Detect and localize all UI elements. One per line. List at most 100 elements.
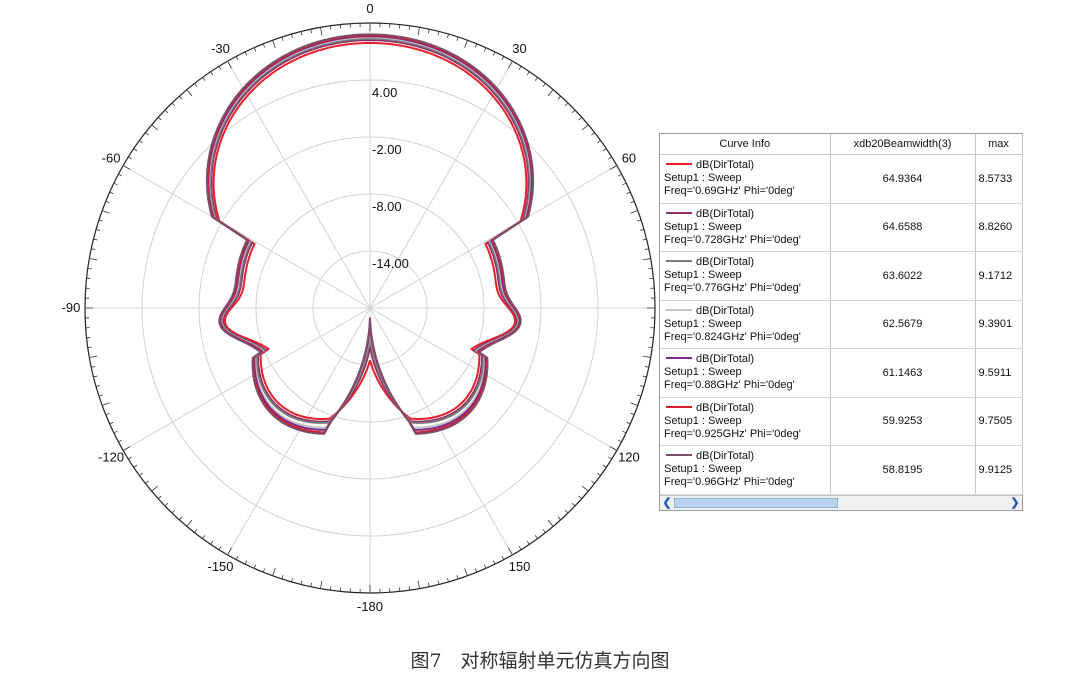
beamwidth-value: 62.5679 (830, 300, 976, 349)
header-curve-info[interactable]: Curve Info (660, 134, 831, 155)
angle-tick-mark (581, 485, 589, 492)
series-swatch (666, 308, 692, 311)
angle-tick-mark (164, 502, 169, 507)
angle-tick-label: 60 (622, 151, 636, 166)
angle-tick-mark (591, 132, 595, 136)
angle-tick-mark (578, 117, 583, 121)
angle-tick-mark (642, 238, 647, 241)
series-name: dB(DirTotal) (696, 304, 755, 317)
legend-row[interactable]: dB(DirTotal) Setup1 : Sweep Freq='0.88GHz'… (660, 348, 1023, 398)
angle-tick-label: -30 (211, 41, 230, 56)
legend-row[interactable]: dB(DirTotal) Setup1 : Sweep Freq='0.728GHz… (660, 203, 1023, 252)
angle-tick-mark (591, 480, 595, 484)
angle-tick-mark (118, 173, 123, 177)
scrollbar-thumb[interactable] (674, 497, 838, 508)
scroll-right-arrow-icon[interactable]: ❯ (1010, 496, 1020, 509)
header-beamwidth[interactable]: xdb20Beamwidth(3) (830, 134, 976, 155)
angle-tick-mark (518, 546, 522, 550)
grid-spoke (227, 307, 371, 556)
curve-info-cell: dB(DirTotal) Setup1 : Sweep Freq='0.925GHz… (660, 397, 831, 446)
angle-tick-mark (145, 132, 149, 136)
max-value: 8.5733 (975, 154, 1023, 204)
legend-row[interactable]: dB(DirTotal) Setup1 : Sweep Freq='0.96GHz'… (660, 445, 1023, 495)
angle-tick-mark (617, 173, 622, 177)
angle-tick-mark (91, 248, 96, 250)
angle-tick-mark (227, 60, 232, 69)
angle-tick-mark (492, 560, 496, 565)
angle-tick-mark (640, 385, 645, 387)
angle-tick-label: 0 (366, 1, 373, 16)
series-setup: Setup1 : Sweep (664, 463, 742, 476)
beamwidth-value: 64.9364 (830, 154, 976, 204)
angle-tick-mark (113, 430, 118, 434)
angle-tick-mark (626, 421, 631, 425)
angle-tick-mark (564, 509, 569, 514)
angle-tick-mark (534, 77, 538, 81)
angle-tick-mark (464, 40, 468, 48)
legend-row[interactable]: dB(DirTotal) Setup1 : Sweep Freq='0.925GHz… (660, 397, 1023, 446)
angle-tick-mark (526, 71, 530, 76)
series-curve-1 (212, 42, 528, 420)
legend-row[interactable]: dB(DirTotal) Setup1 : Sweep Freq='0.776GHz… (660, 251, 1023, 301)
angle-tick-mark (483, 47, 487, 52)
angle-tick-mark (571, 109, 576, 114)
angle-tick-mark (102, 210, 110, 214)
legend-row[interactable]: dB(DirTotal) Setup1 : Sweep Freq='0.69GHz'… (660, 154, 1023, 204)
angle-tick-mark (109, 421, 114, 425)
legend-row[interactable]: dB(DirTotal) Setup1 : Sweep Freq='0.824GHz… (660, 300, 1023, 349)
curve-info-cell: dB(DirTotal) Setup1 : Sweep Freq='0.824GHz… (660, 300, 831, 349)
angle-tick-mark (179, 516, 183, 521)
grid-spoke (369, 60, 513, 309)
beamwidth-value: 63.6022 (830, 251, 976, 301)
angle-tick-mark (95, 229, 100, 231)
angle-tick-mark (235, 555, 239, 560)
radial-tick-label: 4.00 (372, 85, 397, 100)
curve-info-cell: dB(DirTotal) Setup1 : Sweep Freq='0.88GHz'… (660, 348, 831, 398)
grid-spoke (369, 307, 618, 451)
angle-tick-mark (262, 43, 266, 48)
angle-tick-mark (637, 394, 642, 397)
angle-tick-mark (202, 77, 206, 81)
angle-tick-mark (128, 156, 132, 160)
angle-tick-mark (564, 102, 569, 107)
radial-tick-label: -8.00 (372, 199, 402, 214)
series-swatch (666, 405, 692, 408)
angle-tick-mark (508, 547, 513, 556)
series-setup: Setup1 : Sweep (664, 269, 742, 282)
angle-tick-mark (139, 472, 143, 476)
series-name: dB(DirTotal) (696, 450, 755, 463)
angle-tick-label: 150 (509, 559, 531, 574)
angle-tick-mark (581, 124, 589, 131)
max-value: 9.3901 (975, 300, 1023, 349)
series-layer (205, 33, 535, 435)
angle-tick-mark (227, 547, 232, 556)
angle-tick-mark (557, 516, 561, 521)
angle-tick-mark (113, 182, 118, 186)
angle-tick-mark (272, 568, 276, 576)
series-swatch (666, 454, 692, 457)
series-freq: Freq='0.96GHz' Phi='0deg' (664, 476, 795, 489)
angle-tick-mark (637, 219, 642, 222)
series-swatch (666, 357, 692, 360)
series-swatch (666, 260, 692, 263)
angle-tick-mark (310, 582, 312, 587)
angle-tick-mark (626, 191, 631, 195)
header-max[interactable]: max (975, 134, 1023, 155)
horizontal-scrollbar[interactable]: ❮ ❯ (660, 494, 1022, 510)
angle-tick-mark (244, 51, 248, 56)
angle-tick-mark (492, 51, 496, 56)
tick-labels: 0306090120150-180-150-120-90-60-304.00-2… (62, 1, 677, 614)
angle-tick-mark (417, 27, 420, 36)
series-curve-7 (205, 33, 535, 435)
angle-tick-label: -150 (207, 559, 233, 574)
series-setup: Setup1 : Sweep (664, 172, 742, 185)
angle-tick-mark (417, 580, 420, 589)
angle-tick-mark (262, 568, 266, 573)
angle-tick-mark (329, 25, 332, 30)
angle-tick-mark (87, 267, 92, 270)
scroll-left-arrow-icon[interactable]: ❮ (662, 496, 672, 509)
max-value: 9.7505 (975, 397, 1023, 446)
grid-spoke (122, 307, 371, 451)
angle-tick-mark (98, 394, 103, 397)
angle-tick-mark (526, 540, 530, 545)
